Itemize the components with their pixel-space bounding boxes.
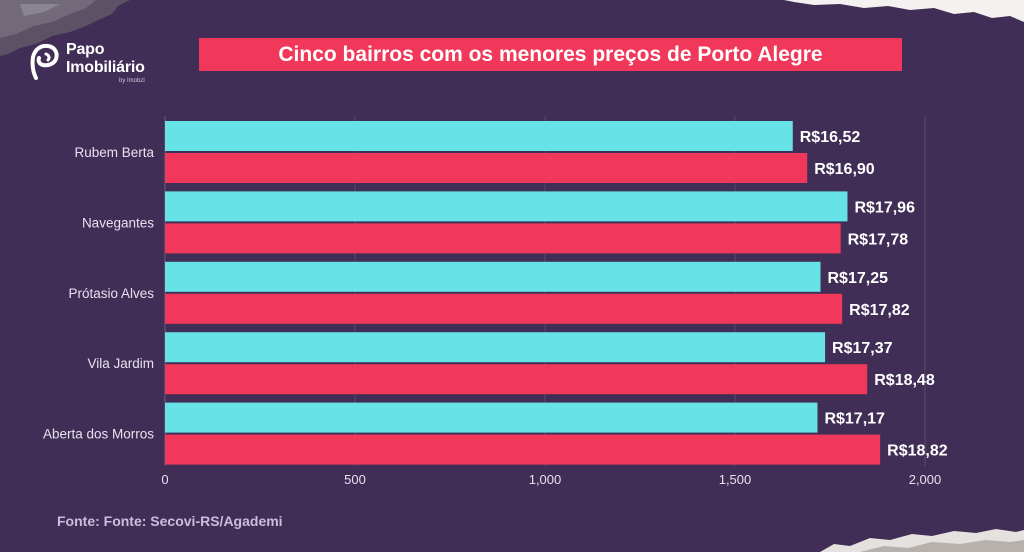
bar — [165, 434, 881, 465]
bar — [165, 153, 808, 183]
category-label: Prótasio Alves — [68, 286, 154, 301]
data-label: R$18,82 — [887, 443, 948, 460]
x-tick-label: 2,000 — [909, 472, 942, 487]
papo-imobiliario-logo-icon — [30, 43, 59, 80]
data-label: R$16,90 — [814, 161, 875, 178]
data-label: R$17,37 — [832, 340, 893, 357]
bar — [165, 293, 843, 324]
category-label: Vila Jardim — [87, 356, 154, 371]
data-label: R$17,78 — [848, 231, 909, 248]
category-label: Aberta dos Morros — [43, 427, 154, 442]
data-label: R$17,25 — [828, 270, 889, 287]
source-note: Fonte: Fonte: Secovi-RS/Agademi — [57, 513, 283, 529]
torn-paper-top-right-decoration — [784, 0, 1024, 22]
bar — [165, 191, 848, 222]
x-tick-label: 0 — [161, 472, 168, 487]
data-label: R$17,96 — [854, 199, 915, 216]
brand-name-line-1: Papo — [66, 41, 105, 58]
data-label: R$17,82 — [849, 302, 910, 319]
data-label: R$18,48 — [874, 372, 935, 389]
chart-title: Cinco bairros com os menores preços de P… — [199, 38, 902, 71]
torn-paper-bottom-right-decoration — [820, 529, 1024, 552]
x-tick-label: 500 — [344, 472, 366, 487]
bar — [165, 402, 818, 433]
torn-paper-top-left-decoration — [0, 0, 130, 56]
bar — [165, 223, 841, 254]
brand-name-line-2: Imobiliário — [66, 59, 145, 76]
data-label: R$17,17 — [824, 411, 885, 428]
bar — [165, 332, 826, 363]
bar — [165, 364, 868, 395]
brand-tagline: by Imobzi — [119, 78, 145, 84]
x-tick-label: 1,000 — [529, 472, 562, 487]
bar — [165, 261, 821, 292]
category-label: Rubem Berta — [74, 145, 154, 160]
data-label: R$16,52 — [800, 129, 861, 146]
papo-imobiliario-logo: Papo Imobiliário by Imobzi — [30, 42, 145, 84]
x-tick-label: 1,500 — [719, 472, 752, 487]
bar — [165, 121, 793, 151]
category-label: Navegantes — [82, 215, 154, 230]
